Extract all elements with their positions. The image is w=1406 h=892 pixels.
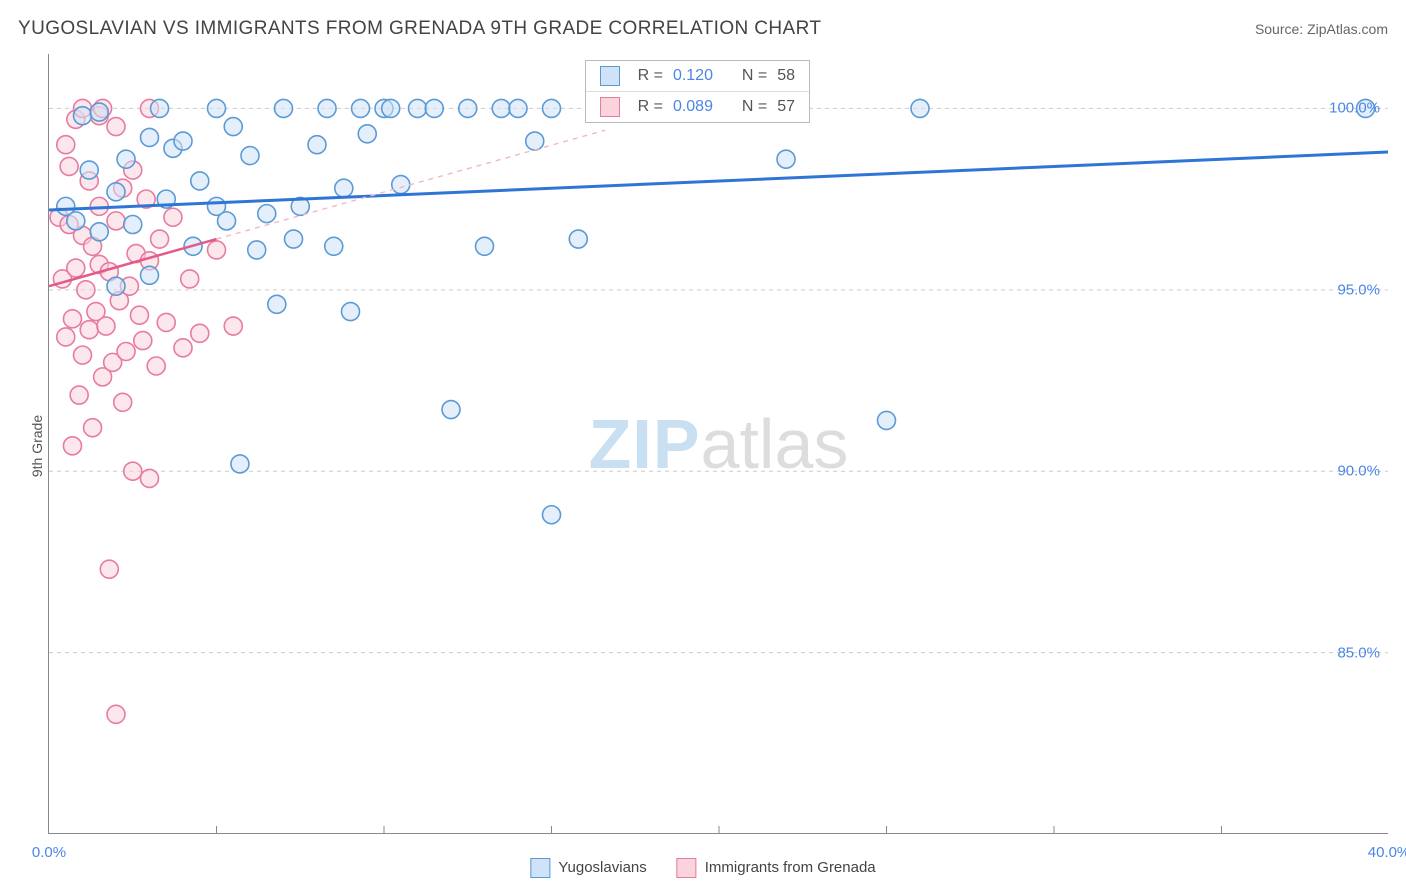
legend-item: Immigrants from Grenada (677, 858, 876, 878)
xtick-label: 0.0% (32, 844, 66, 861)
legend-item: Yugoslavians (530, 858, 646, 878)
stat-row: R = 0.089 N = 57 (586, 91, 809, 122)
chart-title: YUGOSLAVIAN VS IMMIGRANTS FROM GRENADA 9… (18, 18, 821, 40)
stat-r-label: R = (638, 67, 663, 85)
stat-row: R = 0.120 N = 58 (586, 61, 809, 91)
ytick-label: 90.0% (1337, 463, 1380, 480)
stat-n-value: 58 (777, 67, 795, 85)
legend-label: Yugoslavians (558, 859, 646, 876)
stat-r-value: 0.120 (673, 67, 713, 85)
stat-r-value: 0.089 (673, 98, 713, 116)
stat-n-value: 57 (777, 98, 795, 116)
stat-r-label: R = (638, 98, 663, 116)
xtick-label: 40.0% (1368, 844, 1406, 861)
y-axis-label: 9th Grade (29, 415, 45, 477)
ytick-label: 85.0% (1337, 644, 1380, 661)
ytick-label: 95.0% (1337, 281, 1380, 298)
legend-label: Immigrants from Grenada (705, 859, 876, 876)
legend: Yugoslavians Immigrants from Grenada (530, 858, 875, 878)
source-attribution: Source: ZipAtlas.com (1255, 21, 1388, 37)
stat-swatch (600, 66, 620, 86)
stat-n-label: N = (742, 67, 767, 85)
ytick-label: 100.0% (1329, 100, 1380, 117)
legend-swatch (530, 858, 550, 878)
stat-swatch (600, 97, 620, 117)
scatter-svg (49, 54, 1388, 833)
legend-swatch (677, 858, 697, 878)
chart-plot-area: ZIPatlas 85.0%90.0%95.0%100.0% 0.0%40.0%… (48, 54, 1388, 834)
stat-n-label: N = (742, 98, 767, 116)
correlation-stats-box: R = 0.120 N = 58 R = 0.089 N = 57 (585, 60, 810, 123)
